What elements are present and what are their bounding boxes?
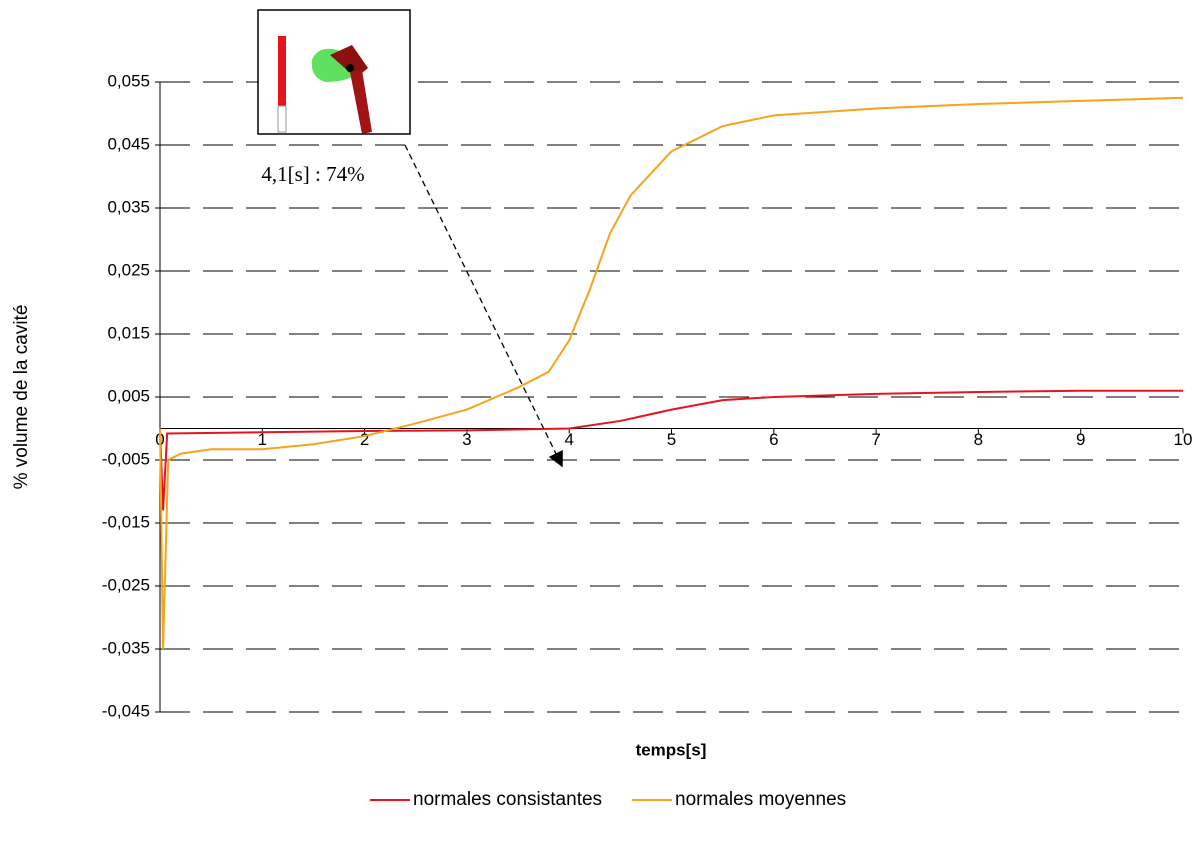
x-tick-label: 8 [974, 430, 983, 449]
series-line [159, 96, 1184, 650]
y-tick-label: -0,035 [102, 638, 150, 657]
y-tick-label: 0,035 [107, 197, 150, 216]
x-tick-label: 7 [871, 430, 880, 449]
y-tick-label: 0,025 [107, 260, 150, 279]
x-tick-label: 5 [667, 430, 676, 449]
annotation-arrow [404, 144, 563, 468]
legend-label: normales moyennes [675, 789, 846, 810]
x-tick-label: 4 [564, 430, 573, 449]
x-tick-label: 9 [1076, 430, 1085, 449]
y-tick-label: 0,005 [107, 386, 150, 405]
y-tick-label: -0,015 [102, 512, 150, 531]
y-tick-label: -0,005 [102, 449, 150, 468]
legend-label: normales consistantes [413, 789, 602, 810]
y-tick-label: 0,055 [107, 71, 150, 90]
y-tick-label: 0,015 [107, 323, 150, 342]
x-tick-label: 6 [769, 430, 778, 449]
y-tick-label: 0,045 [107, 134, 150, 153]
y-tick-label: -0,045 [102, 701, 150, 720]
x-axis-title: temps[s] [636, 740, 707, 759]
x-tick-label: 3 [462, 430, 471, 449]
x-tick-label: 1 [258, 430, 267, 449]
y-axis-title: % volume de la cavité [11, 305, 32, 490]
y-tick-label: -0,025 [102, 575, 150, 594]
annotation: 4,1[s] : 74% [261, 162, 364, 186]
series-line [159, 389, 1183, 511]
plot-area: 0,055 0,045 0,035 0,025 0,015 0,005 -0,005 -0,0… [102, 71, 1193, 720]
inset-image [257, 9, 411, 135]
x-tick-label: 10 [1174, 430, 1193, 449]
x-tick-label: 2 [360, 430, 369, 449]
legend: normales consistantes normales moyennes [370, 789, 846, 810]
